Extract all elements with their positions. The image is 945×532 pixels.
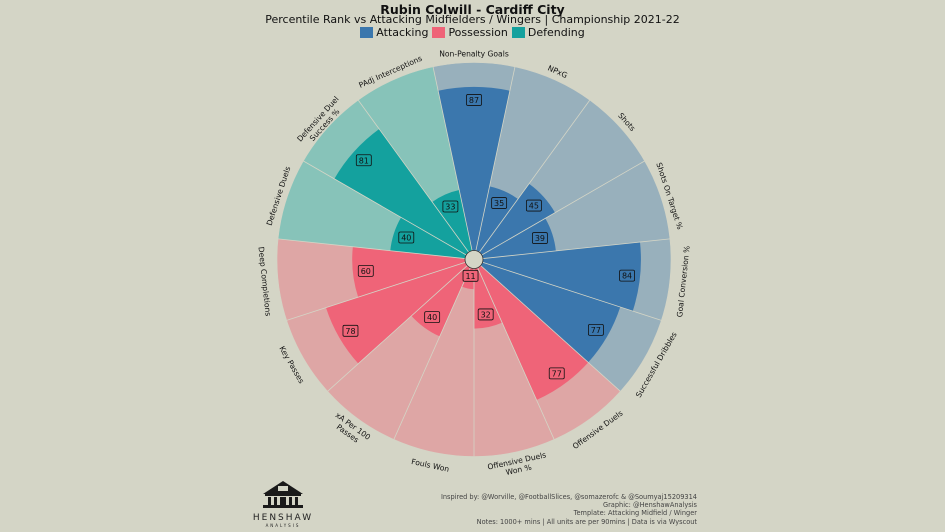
chart-subtitle: Percentile Rank vs Attacking Midfielders… [265,13,680,26]
chart-title: Rubin Colwill - Cardiff City [380,2,565,17]
value-wedge-deep-completions [352,246,466,298]
value-box-offensive-duels-won [477,308,494,321]
value-label-xa-per-100-passes: 40 [427,313,437,322]
value-box-defensive-duels [398,231,415,244]
divider-line [475,66,516,251]
divider-line [481,160,645,256]
divider-line [393,267,471,440]
legend-label-attacking: Attacking [376,26,429,39]
legend: Attacking Possession Defending [0,26,945,39]
wedge-dividers [276,62,672,457]
divider-line [303,160,467,256]
value-box-padj-interceptions [442,200,459,213]
outer-ring [276,62,672,457]
divider-line [478,99,591,253]
divider-line [327,265,468,392]
value-label-shots: 45 [529,202,539,211]
category-label-deep-completions: Deep Completions [257,246,273,316]
value-wedges [325,86,641,400]
center-circle [464,250,484,269]
legend-item-attacking: Attacking [360,26,428,39]
credits-line-1: Inspired by: @Worville, @FootballSlices,… [440,493,697,501]
value-label-key-passes: 78 [345,327,355,336]
value-box-goal-conversion [619,269,635,282]
divider-line [477,267,555,440]
value-label-fouls-won: 11 [465,272,475,281]
building-logo-icon [263,481,303,508]
value-labels: 87 35 45 39 84 77 77 32 11 40 78 60 40 81 33 [342,94,635,380]
value-box-key-passes [342,324,359,337]
bg-wedge-fouls-won [393,267,474,457]
value-wedge-non-penalty-goals [438,86,510,251]
credits-line-4: Notes: 1000+ mins | All units are per 90… [476,517,697,526]
value-label-successful-dribbles: 77 [591,326,601,335]
credits-line-2: Graphic: @HenshawAnalysis [602,501,697,510]
value-label-defensive-duels: 40 [401,233,411,242]
value-label-offensive-duels: 77 [552,369,562,378]
value-box-deep-completions [357,264,374,277]
value-box-shots [525,199,542,212]
value-wedge-key-passes [325,262,468,364]
legend-swatch-possession [432,27,446,38]
category-label-goal-conversion: Goal Conversion % [675,245,691,317]
value-box-non-penalty-goals [466,94,482,106]
value-label-defensive-duel-success: 81 [359,156,369,165]
divider-line [482,261,662,321]
value-label-goal-conversion: 84 [622,272,632,281]
value-box-successful-dribbles [588,323,604,336]
value-label-deep-completions: 60 [361,267,371,276]
value-label-npxg: 35 [494,199,504,208]
value-wedge-goal-conversion [482,242,641,312]
value-label-shots-on-target: 39 [535,234,545,243]
legend-item-defending: Defending [511,26,585,39]
value-wedge-defensive-duels [390,217,467,259]
logo-name: HENSHAW [252,513,314,523]
divider-line [480,265,621,392]
divider-line [482,238,670,259]
value-box-offensive-duels [548,367,565,380]
value-wedge-successful-dribbles [480,262,621,363]
logo-subtitle: ANALYSIS [265,523,301,528]
value-box-fouls-won [462,269,479,282]
value-box-npxg [491,197,508,209]
category-label-non-penalty-goals: Non-Penalty Goals [439,50,509,59]
credits-line-3: Template: Attacking Midfield / Winger [573,509,697,518]
value-wedge-offensive-duels [477,265,589,400]
legend-item-possession: Possession [432,26,508,39]
value-label-offensive-duels-won: 32 [481,310,491,319]
divider-line [357,99,470,253]
legend-swatch-attacking [360,27,374,38]
value-label-padj-interceptions: 33 [445,202,455,211]
credits-notes: Inspired by: @Worville, @FootballSlices,… [441,493,697,526]
category-label-fouls-won: Fouls Won [410,457,450,474]
value-box-defensive-duel-success [355,154,372,167]
value-label-non-penalty-goals: 87 [469,96,479,105]
value-wedge-shots-on-target [481,218,556,259]
divider-line [278,238,466,259]
divider-line [286,261,466,321]
legend-swatch-defending [511,27,525,38]
legend-label-defending: Defending [527,26,585,39]
value-box-shots-on-target [532,232,548,244]
legend-label-possession: Possession [448,26,508,39]
divider-line [432,66,473,251]
henshaw-logo: HENSHAW ANALYSIS [246,480,320,528]
value-box-xa-per-100-passes [424,311,441,324]
